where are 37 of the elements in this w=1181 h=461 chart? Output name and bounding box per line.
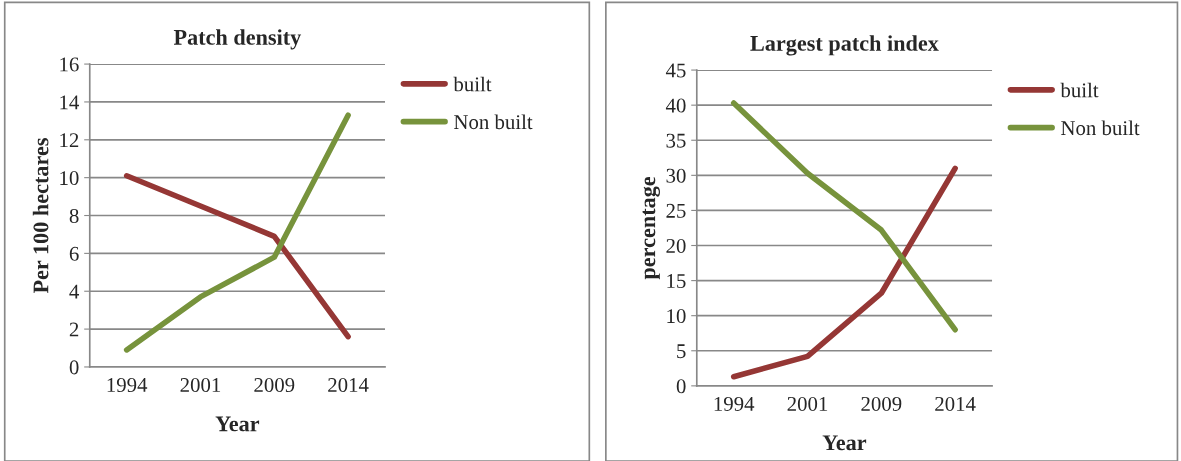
y-tick-label: 45 <box>665 63 686 78</box>
y-tick-label: 14 <box>60 95 80 110</box>
y-tick-label: 10 <box>60 171 79 186</box>
x-tick-label: 2014 <box>935 396 976 411</box>
x-axis-title: Year <box>822 435 867 451</box>
legend-label: Non built <box>454 114 533 130</box>
y-axis-title: percentage <box>642 176 660 280</box>
y-tick-label: 0 <box>676 379 686 394</box>
y-tick-label: 0 <box>69 360 79 375</box>
x-tick-label: 2014 <box>328 377 369 393</box>
y-tick-label: 12 <box>60 133 79 148</box>
y-tick-label: 15 <box>667 274 686 289</box>
y-tick-label: 16 <box>60 57 79 72</box>
chart-title: Largest patch index <box>750 35 939 56</box>
y-tick-label: 2 <box>69 322 79 337</box>
y-tick-label: 35 <box>666 133 686 148</box>
chart-title: Patch density <box>173 29 302 50</box>
y-tick-label: 5 <box>677 344 686 359</box>
legend-label: Non built <box>1061 120 1140 136</box>
y-axis-title: Per 100 hectares <box>32 138 49 294</box>
y-tick-label: 4 <box>69 284 80 299</box>
y-tick-label: 10 <box>667 309 686 324</box>
legend-label: built <box>1060 82 1099 98</box>
x-tick-label: 2001 <box>180 377 221 393</box>
x-axis-title: Year <box>215 416 260 432</box>
y-tick-label: 20 <box>666 238 686 253</box>
legend-label: built <box>453 76 492 92</box>
y-tick-label: 40 <box>665 98 686 113</box>
y-tick-label: 30 <box>666 168 686 183</box>
x-tick-label: 1994 <box>714 396 755 411</box>
y-tick-label: 8 <box>69 208 79 223</box>
x-tick-label: 1994 <box>107 378 148 393</box>
x-tick-label: 2009 <box>254 377 295 393</box>
y-tick-label: 25 <box>666 203 686 218</box>
y-tick-label: 6 <box>69 246 79 261</box>
x-tick-label: 2009 <box>861 396 902 411</box>
x-tick-label: 2001 <box>787 396 828 411</box>
